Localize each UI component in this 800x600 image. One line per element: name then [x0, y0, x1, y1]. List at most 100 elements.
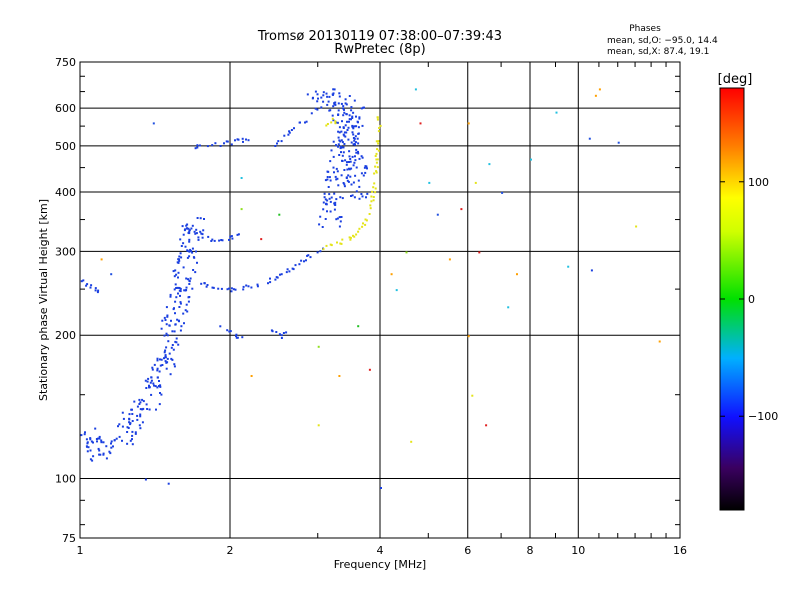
- series-O-point: [150, 379, 153, 382]
- series-O-point: [220, 287, 223, 290]
- series-O-point: [340, 102, 343, 105]
- series-O-point: [316, 251, 319, 254]
- series-O-point: [169, 293, 172, 296]
- series-O-point: [345, 103, 348, 106]
- series-O-point: [323, 192, 326, 195]
- series-X-point: [340, 242, 343, 245]
- series-O-point: [110, 442, 112, 445]
- series-O-point: [212, 286, 215, 289]
- series-O-point: [348, 114, 351, 117]
- series-O-point: [337, 143, 340, 146]
- scatter-point: [567, 265, 570, 268]
- series-O-point: [288, 130, 291, 133]
- series-O-point: [80, 434, 83, 437]
- series-X-point: [375, 161, 378, 164]
- series-O-point: [236, 233, 239, 236]
- series-O-point: [177, 343, 180, 346]
- series-O-point: [86, 441, 89, 444]
- series-O-point: [335, 167, 338, 170]
- series-O-point: [186, 227, 189, 230]
- series-X-point: [372, 199, 375, 202]
- series-O-point: [287, 133, 290, 136]
- series-O-point: [219, 325, 222, 328]
- series-O-point: [179, 302, 182, 305]
- series-O-point: [329, 160, 332, 163]
- series-O-point: [176, 318, 179, 321]
- series-O-point: [275, 331, 278, 333]
- series-O-point: [87, 446, 90, 449]
- series-X-point: [375, 170, 378, 173]
- series-O-point: [185, 289, 188, 291]
- series-O-point: [352, 127, 355, 130]
- series-O-point: [280, 140, 283, 143]
- series-O-point: [166, 357, 169, 360]
- chart-title: Tromsø 20130119 07:38:00–07:39:43: [257, 29, 502, 44]
- series-O-point: [337, 109, 340, 112]
- series-X-point: [334, 122, 337, 125]
- series-O-point: [171, 330, 174, 333]
- series-O-point: [94, 289, 97, 292]
- series-O-point: [164, 360, 167, 363]
- series-O-point: [151, 368, 154, 371]
- phase-legend-o: mean, sd,O: −95.0, 14.4: [607, 36, 718, 46]
- series-O-point: [179, 301, 182, 304]
- colorbar-tick-label: 0: [748, 293, 755, 306]
- scatter-point: [357, 325, 360, 328]
- series-O-point: [86, 445, 88, 448]
- series-O-point: [182, 233, 185, 236]
- series-O-point: [348, 120, 350, 123]
- series-O-point: [175, 287, 178, 289]
- series-O-point: [269, 277, 271, 280]
- series-O-point: [165, 346, 168, 349]
- series-O-point: [164, 349, 167, 352]
- scatter-point: [448, 258, 451, 261]
- series-O-point: [105, 445, 108, 448]
- series-O-point: [304, 121, 306, 124]
- scatter-point: [368, 368, 371, 371]
- series-O-point: [174, 283, 177, 286]
- series-O-point: [164, 355, 167, 358]
- series-O-point: [338, 216, 341, 219]
- series-X-point: [370, 195, 373, 198]
- series-O-point: [136, 418, 139, 421]
- series-O-point: [199, 217, 202, 220]
- series-O-point: [175, 273, 178, 276]
- series-O-point: [164, 319, 167, 321]
- series-X-point: [374, 165, 377, 168]
- series-O-point: [133, 400, 136, 403]
- series-O-point: [169, 295, 172, 298]
- series-O-point: [194, 271, 197, 274]
- scatter-point: [485, 424, 488, 427]
- scatter-point: [467, 122, 470, 125]
- series-O-point: [225, 140, 228, 143]
- series-X-point: [329, 243, 332, 246]
- series-O-point: [355, 125, 358, 128]
- series-O-point: [89, 449, 92, 452]
- series-O-point: [194, 147, 197, 150]
- series-O-point: [310, 112, 313, 115]
- series-O-point: [353, 125, 356, 128]
- series-O-point: [358, 185, 361, 188]
- series-O-point: [337, 184, 340, 187]
- series-O-point: [342, 146, 345, 149]
- series-O-point: [344, 135, 347, 138]
- series-O-point: [362, 106, 365, 109]
- series-O-point: [229, 330, 232, 333]
- series-O-point: [334, 101, 337, 104]
- series-O-point: [130, 408, 133, 411]
- series-O-point: [336, 121, 339, 124]
- series-O-point: [326, 178, 329, 181]
- x-axis-label: Frequency [MHz]: [334, 558, 426, 571]
- series-O-point: [179, 329, 182, 332]
- series-O-point: [355, 148, 358, 151]
- series-X-point: [376, 148, 379, 151]
- series-O-point: [329, 210, 332, 213]
- y-tick-label: 75: [62, 532, 76, 545]
- series-O-point: [156, 359, 159, 362]
- series-O-point: [179, 294, 181, 297]
- series-O-point: [168, 352, 171, 355]
- series-O-point: [217, 287, 220, 290]
- series-O-point: [316, 108, 319, 111]
- series-O-point: [341, 120, 343, 123]
